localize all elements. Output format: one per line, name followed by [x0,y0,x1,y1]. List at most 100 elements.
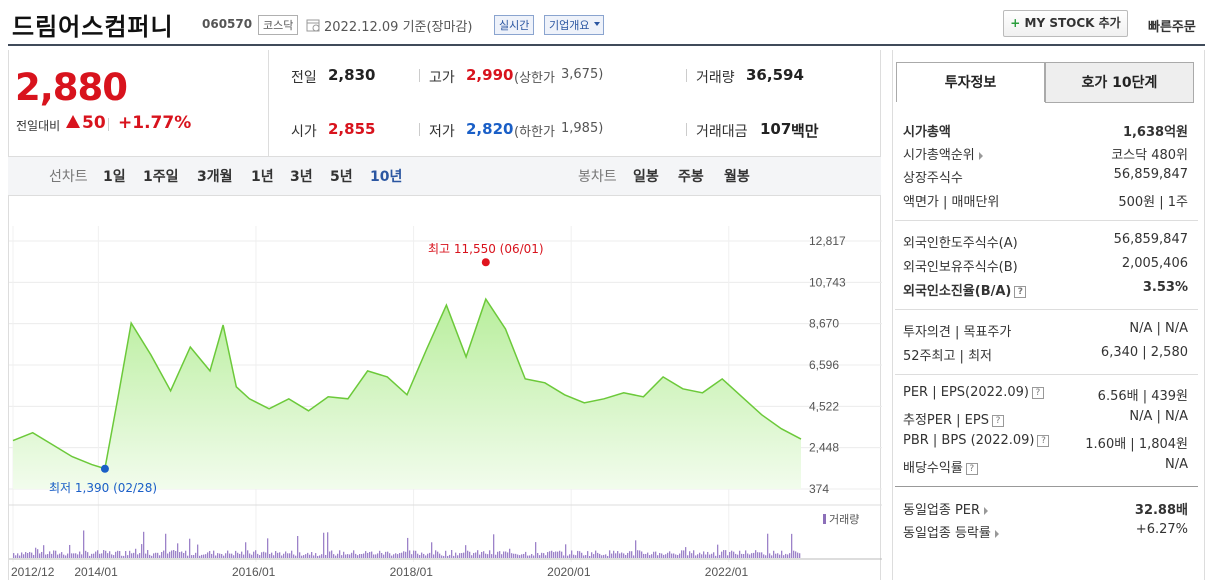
volume-bar [133,552,135,558]
tab-quotes[interactable]: 호가 10단계 [1045,62,1194,103]
volume-bar [71,553,73,558]
help-icon[interactable]: ? [1014,285,1027,298]
volume-bar [209,551,211,558]
volume-bar [341,555,343,558]
help-icon[interactable]: ? [1037,434,1050,447]
y-tick-label: 4,522 [809,399,839,413]
volume-bar [501,554,503,558]
volume-bar [601,555,603,558]
volume-bar [607,555,609,558]
volume-bar [207,552,209,558]
volume-bar [603,554,605,558]
volume-bar [417,553,419,558]
volume-bar [689,551,691,558]
my-stock-add-button[interactable]: + MY STOCK 추가 [1003,10,1128,37]
change-separator [108,118,109,131]
par-row: 액면가 | 매매단위 500원 | 1주 [903,191,1188,211]
volume-bar [113,555,115,558]
candle-monthly[interactable]: 월봉 [724,169,750,185]
volume-bar [45,554,47,558]
volume-bar [241,551,243,558]
period-5y[interactable]: 5년 [330,169,353,185]
volume-bar [59,553,61,558]
volume-bar [251,554,253,558]
market-cap-rank-row[interactable]: 시가총액순위 코스닥 480위 [903,144,1188,164]
volume-bar [229,553,231,558]
period-1w[interactable]: 1주일 [143,169,179,185]
volume-bar [789,553,791,558]
candle-weekly[interactable]: 주봉 [678,169,704,185]
volume-bar [791,533,793,558]
volume-bar [313,555,315,558]
company-info-button[interactable]: 기업개요 [544,15,605,35]
volume-bar [451,550,453,558]
period-3m[interactable]: 3개월 [197,169,233,185]
volume-bar [83,530,85,558]
volume-bar [115,551,117,558]
volume-bar [161,552,163,558]
volume-bar [33,554,35,558]
volume-bar [293,554,295,558]
volume-bar [643,553,645,558]
volume-bar [311,552,313,558]
period-1y[interactable]: 1년 [251,169,274,185]
market-cap-rank-value: 코스닥 480위 [1111,148,1188,163]
volume-bar [195,552,197,558]
volume-bar [25,552,27,558]
change-rate: +1.77% [118,113,192,133]
volume-bar [353,550,355,558]
volume-bar [549,551,551,558]
volume-bar [193,554,195,558]
period-10y[interactable]: 10년 [370,169,403,185]
prev-close-value: 2,830 [328,66,376,84]
volume-bar [651,554,653,558]
volume-bar [773,550,775,558]
volume-bar [233,555,235,558]
low-annotation: 최저 1,390 (02/28) [49,481,157,495]
volume-bar [403,551,405,558]
volume-bar [613,550,615,558]
volume-bar [515,553,517,558]
volume-bar [737,554,739,558]
volume-bar [205,554,207,558]
volume-bar [225,553,227,558]
volume-bar [623,553,625,558]
period-3y[interactable]: 3년 [290,169,313,185]
range52-label: 52주최고 | 최저 [903,349,992,364]
range52-row: 52주최고 | 최저 6,340 | 2,580 [903,345,1188,365]
help-icon[interactable]: ? [1031,386,1044,399]
volume-bar [517,554,519,558]
volume-bar [543,553,545,558]
tab-invest-info[interactable]: 투자정보 [896,62,1045,103]
volume-bar [617,551,619,558]
foreign-limit-row: 외국인한도주식수(A) 56,859,847 [903,232,1188,252]
change-amount: 50 [82,113,106,133]
volume-bar [589,555,591,558]
volume-bar [329,551,331,558]
period-1d[interactable]: 1일 [103,169,126,185]
volume-bar [231,553,233,558]
volume-bar [223,555,225,558]
per-row: PER | EPS(2022.09)? 6.56배 | 439원 [903,385,1188,405]
volume-bar [767,533,769,558]
volume-label: 거래량 [696,70,735,86]
realtime-button[interactable]: 실시간 [494,15,535,35]
volume-bar [361,554,363,558]
help-icon[interactable]: ? [991,414,1004,427]
chart-area: 12,817 10,743 8,670 6,596 4,522 2,448 374 최고 11… [8,196,882,580]
volume-bar [427,553,429,558]
sector-change-row[interactable]: 동일업종 등락률 +6.27% [903,522,1188,542]
price-area [13,299,801,489]
volume-bar [67,553,69,558]
volume-bar [715,555,717,558]
volume-bar [519,555,521,558]
volume-bar [587,551,589,558]
volume-bar [111,554,113,558]
volume-bar [683,550,685,558]
quick-order-link[interactable]: 빠른주문 [1148,20,1196,35]
sector-per-row[interactable]: 동일업종 PER 32.88배 [903,499,1188,519]
market-cap-label: 시가총액 [903,125,951,140]
candle-daily[interactable]: 일봉 [633,169,659,185]
help-icon[interactable]: ? [965,462,978,475]
summary-separator [686,69,687,82]
